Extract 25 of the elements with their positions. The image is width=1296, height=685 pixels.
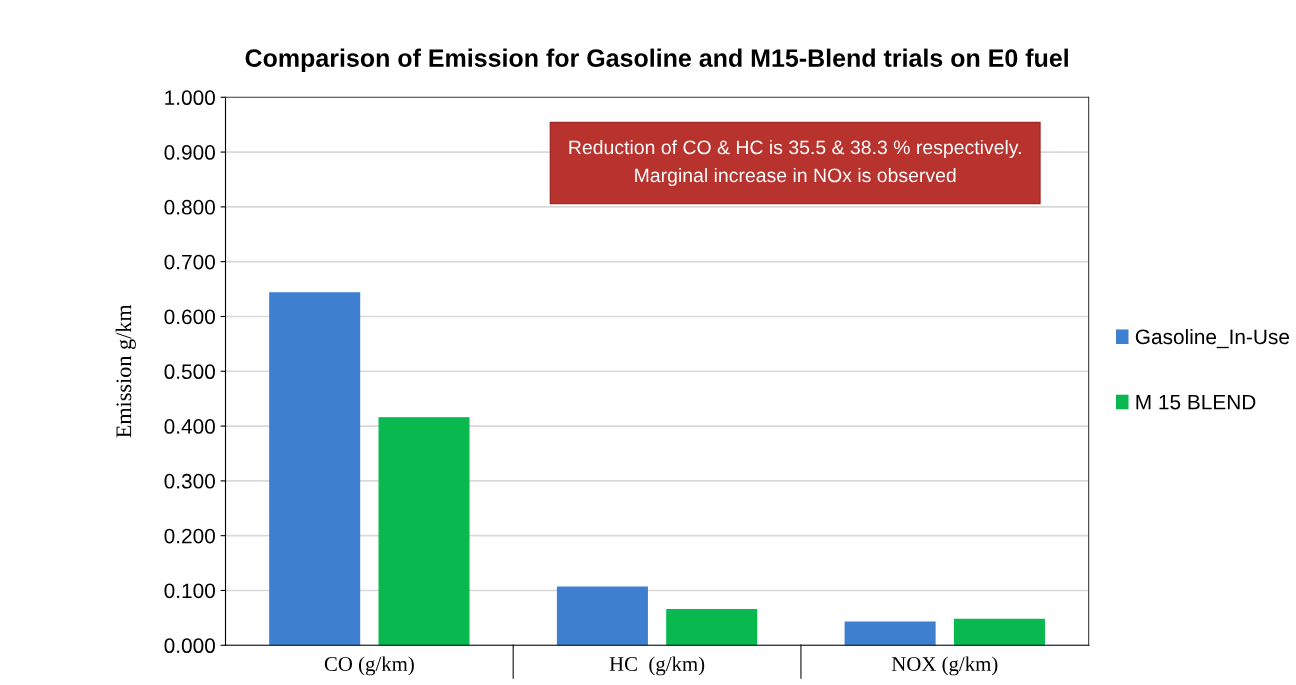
y-tick-label: 0.600 bbox=[164, 309, 215, 325]
y-axis-title: Emission g/km bbox=[115, 304, 136, 438]
y-tick-label: 0.000 bbox=[164, 638, 215, 654]
y-tick-label: 1.000 bbox=[165, 90, 215, 106]
x-tick-label: HC (g/km) bbox=[609, 656, 705, 676]
bar bbox=[378, 417, 470, 646]
bar bbox=[269, 292, 361, 646]
y-tick-label: 0.500 bbox=[164, 364, 215, 380]
y-tick-label: 0.300 bbox=[164, 473, 215, 489]
x-tick-label: CO (g/km) bbox=[324, 656, 414, 676]
legend-label: M 15 BLEND bbox=[1136, 394, 1256, 410]
annotation: Reduction of CO & HC is 35.5 & 38.3 % respectively. Marginal increase in NOx is observed bbox=[569, 139, 1021, 187]
y-tick-label: 0.900 bbox=[164, 145, 215, 160]
bar bbox=[953, 618, 1045, 646]
y-tick-label: 0.200 bbox=[164, 528, 215, 544]
y-tick-label: 0.700 bbox=[164, 254, 215, 270]
x-tick-label: NOX (g/km) bbox=[891, 656, 998, 676]
bar bbox=[556, 586, 648, 646]
y-tick-label: 0.400 bbox=[164, 419, 215, 434]
legend-label: Gasoline_In-Use bbox=[1135, 328, 1290, 349]
chart-title: Comparison of Emission for Gasoline and M15-Blend trials on E0 fuel bbox=[245, 48, 1068, 72]
bar bbox=[666, 608, 758, 646]
y-tick-label: 0.800 bbox=[164, 199, 215, 215]
bar bbox=[844, 621, 936, 646]
y-tick-label: 0.100 bbox=[164, 583, 215, 599]
